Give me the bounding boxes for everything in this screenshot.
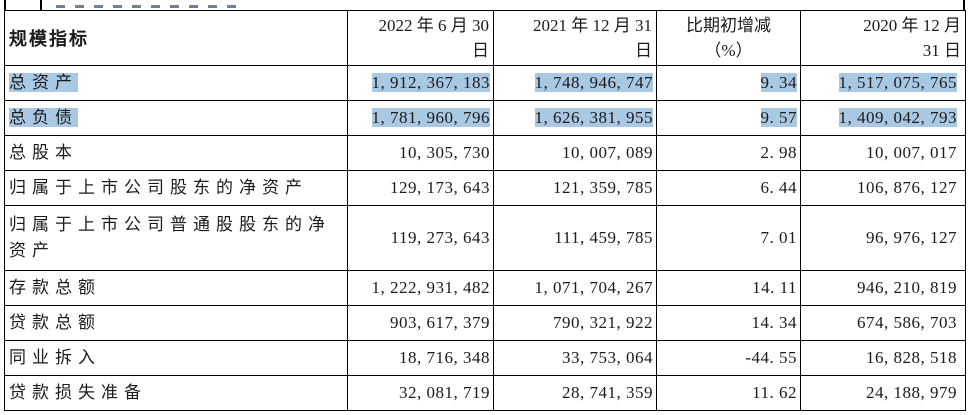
row-label: 归属于上市公司普通股股东的净资产 [4,205,348,271]
value-pct: 9. 34 [656,65,801,101]
row-label: 贷款损失准备 [4,375,348,411]
clipped-text-fragments [56,5,236,8]
value-pct: 11. 62 [656,375,801,411]
value-pct: 9. 57 [656,100,801,136]
value-2022: 119, 273, 643 [347,205,494,271]
header-change-percent: 比期初增减 （%） [656,10,801,66]
header-scale-indicators: 规模指标 [4,10,348,66]
clipped-previous-table-row [0,0,972,10]
row-label: 总资产 [4,65,348,101]
value-2021: 10, 007, 089 [493,135,657,171]
header-date-2022-06-30: 2022 年 6 月 30 日 [347,10,494,66]
highlighted-text: 总资产 [9,72,78,92]
value-2020: 16, 828, 518 [800,340,966,376]
value-pct: 14. 11 [656,270,801,306]
clipped-row-border-left [4,0,6,10]
table-row-total-deposits: 存款总额 1, 222, 931, 482 1, 071, 704, 267 1… [4,270,966,306]
value-2022: 129, 173, 643 [347,170,494,206]
value-2022: 903, 617, 379 [347,305,494,341]
value-2021: 121, 359, 785 [493,170,657,206]
value-pct: 14. 34 [656,305,801,341]
row-label: 贷款总额 [4,305,348,341]
value-2022: 18, 716, 348 [347,340,494,376]
value-2022: 10, 305, 730 [347,135,494,171]
clipped-row-border-right [963,0,965,10]
table-row-net-assets-ordinary-shareholders: 归属于上市公司普通股股东的净资产 119, 273, 643 111, 459,… [4,205,966,271]
value-pct: -44. 55 [656,340,801,376]
table-row-net-assets-shareholders: 归属于上市公司股东的净资产 129, 173, 643 121, 359, 78… [4,170,966,206]
value-2020: 1, 409, 042, 793 [800,100,966,136]
table-row-total-liabilities: 总负债 1, 781, 960, 796 1, 626, 381, 955 9.… [4,100,966,136]
value-2022: 1, 222, 931, 482 [347,270,494,306]
clipped-row-border-inner [40,0,42,10]
table-row-total-assets: 总资产 1, 912, 367, 183 1, 748, 946, 747 9.… [4,65,966,101]
table-row-loan-loss-provisions: 贷款损失准备 32, 081, 719 28, 741, 359 11. 62 … [4,375,966,411]
row-label: 归属于上市公司股东的净资产 [4,170,348,206]
value-pct: 2. 98 [656,135,801,171]
value-2021: 790, 321, 922 [493,305,657,341]
row-label: 总负债 [4,100,348,136]
value-2020: 674, 586, 703 [800,305,966,341]
value-2022: 1, 912, 367, 183 [347,65,494,101]
header-date-2021-12-31: 2021 年 12 月 31 日 [493,10,657,66]
header-row: 规模指标 2022 年 6 月 30 日 2021 年 12 月 31 日 比期… [4,10,966,66]
header-date-2020-12-31: 2020 年 12 月 31 日 [800,10,966,66]
table-row-interbank-borrowings: 同业拆入 18, 716, 348 33, 753, 064 -44. 55 1… [4,340,966,376]
value-2020: 96, 976, 127 [800,205,966,271]
highlighted-text: 总负债 [9,107,78,127]
value-2021: 1, 626, 381, 955 [493,100,657,136]
value-2020: 946, 210, 819 [800,270,966,306]
row-label: 同业拆入 [4,340,348,376]
row-label: 存款总额 [4,270,348,306]
table-row-total-share-capital: 总股本 10, 305, 730 10, 007, 089 2. 98 10, … [4,135,966,171]
value-2021: 1, 071, 704, 267 [493,270,657,306]
value-2022: 32, 081, 719 [347,375,494,411]
table-row-total-loans: 贷款总额 903, 617, 379 790, 321, 922 14. 34 … [4,305,966,341]
value-2020: 24, 188, 979 [800,375,966,411]
value-pct: 6. 44 [656,170,801,206]
value-2021: 1, 748, 946, 747 [493,65,657,101]
financial-indicators-table: 规模指标 2022 年 6 月 30 日 2021 年 12 月 31 日 比期… [4,10,966,411]
value-2021: 28, 741, 359 [493,375,657,411]
value-2022: 1, 781, 960, 796 [347,100,494,136]
value-2020: 1, 517, 075, 765 [800,65,966,101]
value-2020: 106, 876, 127 [800,170,966,206]
value-pct: 7. 01 [656,205,801,271]
value-2021: 33, 753, 064 [493,340,657,376]
value-2020: 10, 007, 017 [800,135,966,171]
row-label: 总股本 [4,135,348,171]
value-2021: 111, 459, 785 [493,205,657,271]
